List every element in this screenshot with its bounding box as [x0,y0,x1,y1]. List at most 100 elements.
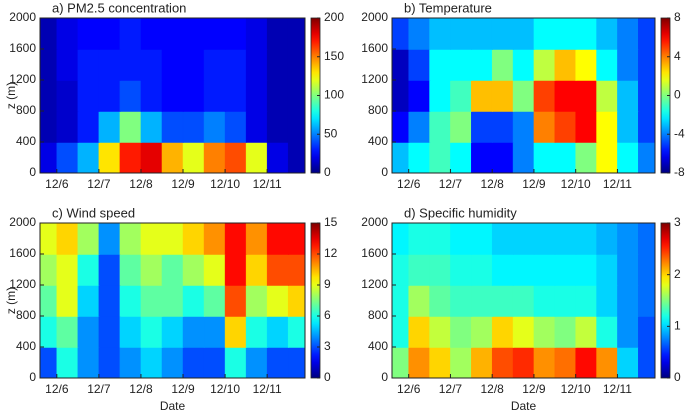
plot-frame [391,222,656,379]
heatmap-cell [245,253,268,286]
heatmap-cell [119,48,142,81]
heatmap-cell [224,79,247,112]
colorbar [660,222,671,379]
x-tick-label: 12/9 [171,177,195,191]
heatmap-cell [471,223,493,255]
heatmap-cell [408,223,431,255]
heatmap-cell [161,141,184,173]
heatmap-cell [617,223,640,255]
y-tick-label: 1200 [361,72,388,86]
heatmap-cell [203,284,226,317]
heatmap-cell [266,18,289,50]
y-tick-label: 0 [29,165,36,179]
heatmap-cell [224,141,247,173]
heatmap-cell [596,253,619,286]
heatmap-cell [429,223,452,255]
heatmap-cell [98,79,121,112]
heatmap-cell [392,315,410,348]
heatmap-cell [287,18,305,50]
colorbar-tick-label: 3 [324,339,331,353]
heatmap-cell [161,79,184,112]
heatmap-cell [56,315,79,348]
heatmap-cell [596,284,619,317]
heatmap-cell [638,253,655,286]
heatmap-cell [450,346,473,378]
heatmap-cell [182,284,205,317]
x-tick-label: 12/9 [522,382,546,396]
heatmap-cell [245,315,268,348]
heatmap-cell [182,253,205,286]
heatmap-cell [40,79,58,112]
heatmap-cell [392,253,410,286]
y-tick-label: 800 [16,103,36,117]
colorbar-tick-label: 1 [674,319,681,333]
heatmap-cell [40,284,58,317]
x-axis-label: Date [160,399,186,413]
heatmap-cell [245,110,268,143]
heatmap-cell [287,48,305,81]
heatmap-cell [429,48,452,81]
heatmap-cell [287,79,305,112]
heatmap-cell [450,79,473,112]
heatmap-cell [182,315,205,348]
x-tick-label: 12/7 [87,382,111,396]
y-tick-label: 400 [16,339,36,353]
colorbar-tick-label: 8 [674,10,681,24]
heatmap-cell [554,284,577,317]
heatmap-cell [533,18,556,50]
panel-title: d) Specific humidity [404,205,517,220]
heatmap-cell [638,284,655,317]
heatmap-cells [40,223,305,378]
heatmap-cell [617,315,640,348]
colorbar-tick-label: 100 [324,88,344,102]
y-tick-label: 2000 [9,215,36,229]
heatmap-cell [182,110,205,143]
colorbar-tick-label: 2 [674,267,681,281]
heatmap-cell [182,79,205,112]
heatmap-cell [161,346,184,378]
heatmap-cell [392,284,410,317]
heatmap-cell [429,346,452,378]
heatmap-cell [224,315,247,348]
heatmap-cell [77,18,100,50]
x-tick-label: 12/11 [253,382,282,396]
heatmap-cell [491,284,514,317]
heatmap-cell [98,315,121,348]
heatmap-cell [533,48,556,81]
x-tick-label: 12/10 [561,177,591,191]
heatmap-cell [119,346,142,378]
heatmap-cell [575,141,598,173]
x-tick-label: 12/8 [129,382,153,396]
heatmap-cell [450,48,473,81]
y-tick-label: 2000 [361,215,388,229]
heatmap-cell [77,315,100,348]
heatmap-cell [596,141,619,173]
heatmap-cell [182,223,205,255]
heatmap-cell [638,79,655,112]
heatmap-cell [40,141,58,173]
heatmap-cell [471,253,493,286]
colorbar-tick-label: 0 [324,370,331,384]
heatmap-cell [596,79,619,112]
y-tick-label: 800 [368,103,388,117]
heatmap-cell [287,346,305,378]
y-tick-label: 1200 [9,72,36,86]
colorbar-tick-label: 4 [674,49,681,63]
heatmap-cell [224,18,247,50]
heatmap-cell [450,315,473,348]
heatmap-cell [491,223,514,255]
heatmap-cell [161,223,184,255]
heatmap-cell [203,48,226,81]
heatmap-cell [161,48,184,81]
heatmap-cell [140,223,163,255]
y-tick-label: 1600 [361,246,388,260]
heatmap-cell [596,18,619,50]
heatmap-cell [392,79,410,112]
colorbar-tick-label: -8 [674,165,685,179]
heatmap-cell [98,48,121,81]
heatmap-cell [575,110,598,143]
heatmap-cell [408,110,431,143]
heatmap-cell [245,141,268,173]
heatmap-cell [450,141,473,173]
heatmap-cell [266,315,289,348]
